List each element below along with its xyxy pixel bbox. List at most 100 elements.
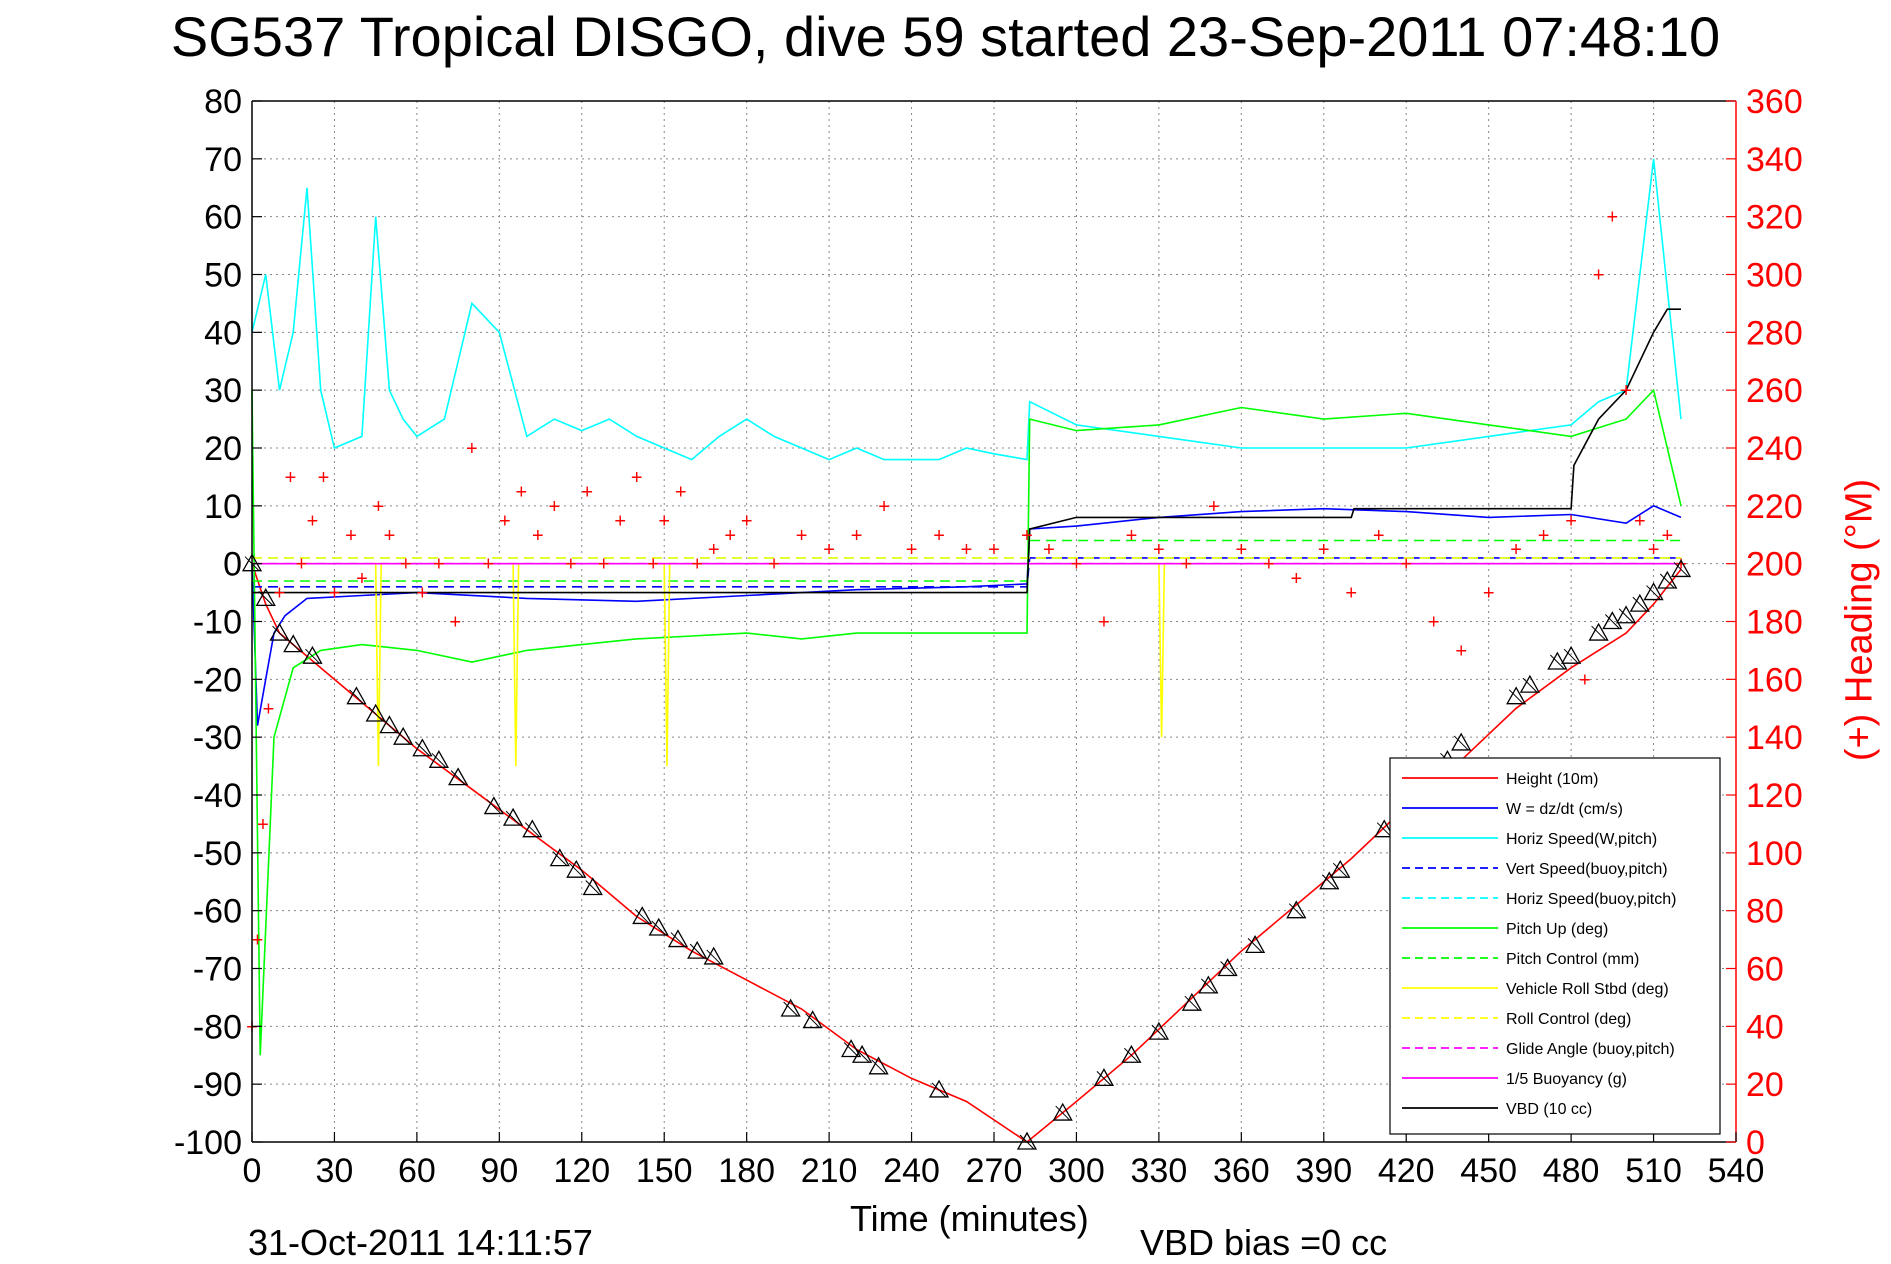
x-tick-label: 0 — [243, 1152, 262, 1190]
heading-marker: + — [417, 583, 429, 605]
sample-marker — [566, 859, 587, 878]
heading-marker: + — [851, 525, 863, 547]
sample-marker-cross — [1522, 677, 1538, 693]
heading-marker: + — [466, 438, 478, 460]
right-tick-label: 360 — [1746, 83, 1803, 121]
legend-label: Vehicle Roll Stbd (deg) — [1506, 981, 1669, 998]
y-tick-label: -20 — [193, 661, 242, 699]
sample-marker-cross — [1646, 585, 1661, 600]
heading-marker: + — [675, 481, 687, 503]
legend-label: Pitch Control (mm) — [1506, 951, 1639, 968]
sample-marker-cross — [1247, 938, 1263, 953]
y-tick-label: 0 — [223, 546, 242, 584]
sample-marker — [1093, 1068, 1115, 1087]
sample-marker — [1519, 674, 1541, 693]
right-tick-label: 320 — [1746, 199, 1803, 237]
right-tick-label: 120 — [1746, 777, 1803, 815]
sample-marker — [302, 645, 323, 664]
sample-marker-cross — [272, 625, 287, 641]
y-tick-label: -60 — [193, 893, 242, 931]
sample-marker — [346, 686, 367, 705]
sample-marker — [522, 819, 543, 838]
sample-marker-cross — [505, 810, 521, 826]
heading-marker: + — [1071, 554, 1083, 576]
x-tick-label: 150 — [636, 1152, 693, 1190]
series-line-1 — [251, 504, 1682, 726]
sample-marker-cross — [1550, 654, 1565, 670]
x-tick-label: 270 — [966, 1152, 1023, 1190]
right-tick-label: 200 — [1746, 546, 1803, 584]
sample-marker-cross — [1151, 1024, 1167, 1040]
sample-marker-cross — [568, 862, 584, 878]
sample-marker-cross — [1096, 1071, 1112, 1086]
heading-marker: + — [450, 612, 462, 634]
legend-label: Roll Control (deg) — [1506, 1011, 1631, 1028]
heading-marker: + — [1620, 380, 1632, 402]
sample-marker-cross — [1563, 648, 1579, 664]
right-tick-label: 240 — [1746, 430, 1803, 468]
heading-marker: + — [1661, 525, 1673, 547]
sample-marker — [1506, 686, 1527, 705]
timestamp-label: 31-Oct-2011 14:11:57 — [248, 1222, 593, 1263]
legend-label: Vert Speed(buoy,pitch) — [1506, 861, 1668, 878]
heading-marker: + — [1098, 612, 1110, 634]
sample-marker — [1615, 605, 1637, 624]
legend-label: Horiz Speed(W,pitch) — [1506, 831, 1657, 848]
sample-marker — [703, 946, 724, 965]
heading-marker: + — [1043, 539, 1055, 561]
heading-marker: + — [741, 510, 753, 532]
heading-marker: + — [1675, 554, 1687, 576]
sample-marker — [1670, 559, 1692, 578]
sample-marker — [549, 848, 570, 867]
x-tick-label: 330 — [1131, 1152, 1188, 1190]
sample-marker — [269, 622, 290, 641]
sample-marker — [1602, 611, 1623, 630]
heading-marker: + — [647, 554, 659, 576]
heading-marker: + — [252, 930, 264, 952]
x-tick-label: 420 — [1378, 1152, 1435, 1190]
sample-marker — [1560, 645, 1582, 664]
heading-marker: + — [1538, 525, 1550, 547]
sample-marker — [1330, 859, 1351, 878]
right-tick-label: 40 — [1746, 1008, 1784, 1046]
y-tick-label: 50 — [204, 257, 242, 295]
sample-marker — [447, 767, 469, 786]
x-tick-label: 300 — [1048, 1152, 1105, 1190]
sample-marker — [365, 703, 386, 722]
x-tick-label: 30 — [316, 1152, 354, 1190]
right-tick-label: 20 — [1746, 1066, 1784, 1104]
sample-marker-cross — [395, 729, 411, 745]
right-tick-label: 140 — [1746, 719, 1803, 757]
sample-marker-cross — [585, 880, 601, 895]
sample-marker-cross — [1453, 735, 1469, 751]
heading-marker: + — [906, 539, 918, 561]
heading-marker: + — [1483, 583, 1495, 605]
sample-marker-cross — [1055, 1105, 1071, 1121]
heading-marker: + — [384, 525, 396, 547]
sample-marker-cross — [1376, 822, 1392, 838]
sample-marker — [412, 738, 433, 757]
y-tick-label: 70 — [204, 141, 242, 179]
sample-marker — [632, 906, 653, 925]
sample-marker-cross — [1618, 608, 1634, 624]
heading-marker: + — [724, 525, 736, 547]
heading-marker: + — [1606, 207, 1618, 229]
right-tick-label: 280 — [1746, 314, 1803, 352]
y-tick-label: -80 — [193, 1008, 242, 1046]
sample-marker — [428, 749, 449, 768]
sample-marker-cross — [486, 799, 502, 814]
legend-label: Pitch Up (deg) — [1506, 921, 1608, 938]
x-tick-label: 90 — [480, 1152, 518, 1190]
right-tick-label: 340 — [1746, 141, 1803, 179]
sample-marker-cross — [1124, 1047, 1139, 1063]
heading-marker: + — [345, 525, 357, 547]
heading-marker: + — [515, 481, 527, 503]
right-tick-label: 60 — [1746, 951, 1784, 989]
y-tick-label: 10 — [204, 488, 242, 526]
sample-marker-cross — [689, 943, 705, 959]
heading-marker: + — [658, 510, 670, 532]
heading-marker: + — [1579, 669, 1591, 691]
series-line-7 — [252, 562, 1681, 767]
heading-marker: + — [263, 698, 275, 720]
